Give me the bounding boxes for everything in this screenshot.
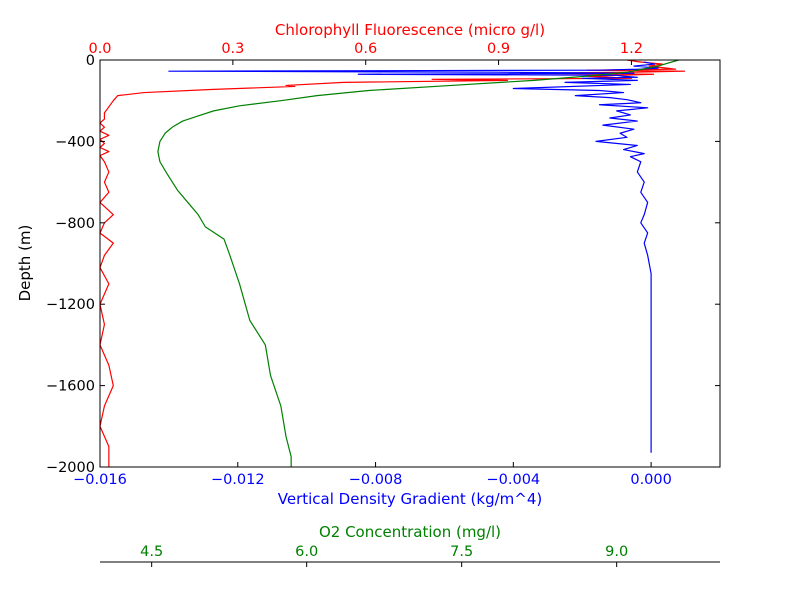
top-axis-title: Chlorophyll Fluorescence (micro g/l) [275,21,545,39]
top-tick-label: 0.3 [221,41,244,57]
top-tick-label: 0.6 [354,41,377,57]
offset-bottom-tick-label: 7.5 [450,544,473,560]
offset-bottom-axis-title: O2 Concentration (mg/l) [319,523,501,541]
bottom-axis-title: Vertical Density Gradient (kg/m^4) [278,490,542,508]
left-tick-label: −1600 [46,379,95,395]
series-line-3 [157,59,679,467]
offset-bottom-tick-label: 9.0 [605,544,628,560]
bottom-tick-label: −0.012 [211,472,265,488]
plot-frame [99,59,721,468]
left-tick-label: −1200 [46,297,95,313]
top-tick-label: 0.9 [487,41,510,57]
left-tick-label: 0 [86,53,95,69]
offset-bottom-tick-label: 4.5 [140,544,163,560]
bottom-tick-label: −0.004 [486,472,540,488]
top-tick-label: 0.0 [88,41,111,57]
bottom-tick-label: 0.000 [630,472,672,488]
top-tick-label: 1.2 [620,41,643,57]
left-tick-label: −400 [55,134,95,150]
left-tick-label: −800 [55,216,95,232]
offset-bottom-tick-label: 6.0 [295,544,318,560]
left-axis-title: Depth (m) [16,225,34,302]
series-line-2 [168,61,659,453]
axes-layer: 0 −400 −800 −1200 −1600 −2000−0.016 −0.012 −0.0… [46,41,721,567]
bottom-tick-label: −0.008 [349,472,403,488]
left-tick-label: −2000 [46,460,95,476]
bottom-tick-label: −0.016 [73,472,127,488]
